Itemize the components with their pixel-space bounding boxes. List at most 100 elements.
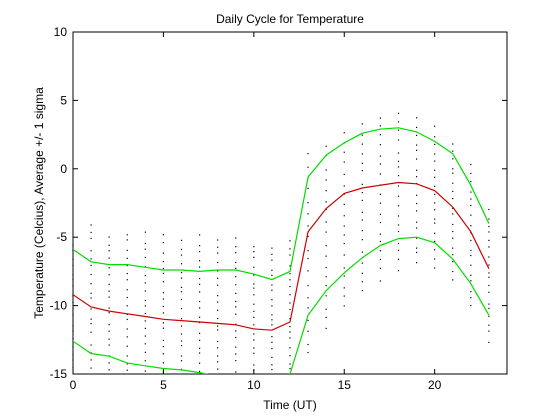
data-point: [72, 258, 74, 261]
data-point: [379, 117, 382, 119]
data-point: [271, 364, 273, 366]
data-point: [126, 264, 128, 267]
data-point: [434, 240, 436, 243]
data-point: [162, 252, 165, 254]
data-point: [434, 185, 436, 187]
data-point: [289, 240, 291, 242]
data-point: [198, 245, 201, 247]
data-point: [488, 264, 490, 266]
data-point: [343, 305, 345, 307]
data-point: [126, 272, 128, 275]
data-point: [434, 258, 436, 260]
data-point: [415, 176, 418, 178]
data-point: [162, 322, 165, 324]
data-point: [108, 296, 110, 298]
data-point: [415, 202, 418, 205]
data-point: [217, 325, 219, 327]
data-point: [235, 371, 237, 373]
data-point: [470, 191, 472, 193]
data-point: [235, 336, 237, 339]
series-line-plus-1-sigma: [73, 127, 490, 281]
data-point: [180, 325, 183, 327]
data-point: [325, 327, 327, 330]
data-point: [325, 316, 327, 318]
data-point: [126, 257, 128, 259]
data-point: [144, 231, 146, 233]
data-point: [90, 264, 92, 267]
data-point: [470, 225, 472, 227]
y-tick-label: -10: [50, 299, 68, 313]
data-point: [361, 229, 363, 232]
data-point: [361, 143, 363, 145]
data-point: [90, 224, 92, 226]
data-point: [434, 169, 436, 171]
x-tick-label: 20: [428, 378, 442, 392]
data-point: [452, 223, 454, 226]
data-point: [271, 269, 273, 271]
data-point: [397, 112, 400, 114]
data-point: [361, 153, 363, 155]
data-point: [415, 169, 418, 171]
data-point: [144, 248, 146, 250]
data-point: [271, 368, 273, 371]
data-point: [434, 209, 436, 211]
x-tick-label: 0: [70, 378, 77, 392]
y-tick-labels: -15 -10 -5 0 5 10: [50, 25, 68, 381]
data-point: [162, 261, 165, 263]
data-point: [72, 278, 74, 280]
data-point: [289, 265, 291, 267]
data-point: [470, 264, 472, 266]
data-point: [126, 336, 128, 338]
data-point: [397, 195, 400, 197]
data-point: [144, 275, 146, 277]
data-point: [289, 294, 291, 296]
data-point: [198, 339, 201, 341]
series-line-minus-1-sigma: [73, 236, 490, 374]
data-point: [361, 134, 363, 136]
data-point: [452, 207, 454, 209]
data-point: [162, 353, 165, 355]
data-point: [325, 245, 327, 247]
data-point: [90, 292, 92, 294]
data-point: [434, 222, 436, 224]
data-point: [307, 319, 309, 322]
data-point: [379, 221, 382, 224]
data-point: [72, 338, 74, 340]
x-tick-label: 15: [338, 378, 352, 392]
data-point: [180, 344, 183, 347]
data-point: [325, 255, 327, 257]
data-point: [488, 225, 490, 228]
data-point: [235, 292, 237, 295]
data-point: [108, 267, 110, 269]
data-point: [108, 324, 110, 326]
data-point: [271, 247, 273, 249]
data-point: [397, 166, 400, 168]
data-point: [162, 234, 165, 236]
data-point: [217, 270, 219, 272]
data-point: [271, 289, 273, 291]
data-point: [343, 275, 345, 277]
data-point: [144, 242, 146, 245]
data-point: [217, 239, 219, 241]
data-point: [452, 279, 454, 281]
data-point: [271, 356, 273, 358]
data-point: [343, 151, 345, 153]
data-point: [253, 352, 255, 354]
data-point: [72, 301, 74, 303]
data-point: [162, 305, 165, 307]
data-point: [253, 251, 255, 253]
data-point: [108, 362, 110, 364]
data-point: [180, 286, 183, 289]
data-point: [470, 239, 472, 242]
data-point: [289, 363, 291, 365]
data-point: [253, 303, 255, 305]
data-point: [307, 225, 309, 227]
data-point: [325, 145, 327, 147]
data-point: [470, 180, 472, 183]
data-point: [343, 267, 345, 269]
data-point: [343, 254, 345, 256]
data-point: [90, 308, 92, 310]
data-point: [72, 346, 74, 348]
data-point: [343, 234, 345, 236]
data-point: [379, 267, 382, 269]
